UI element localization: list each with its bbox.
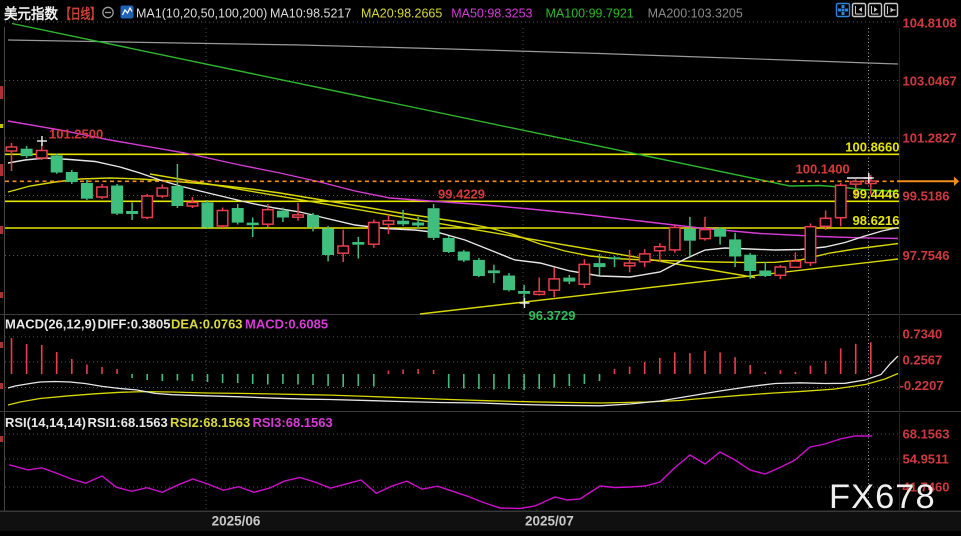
svg-text:0.2567: 0.2567	[903, 353, 943, 368]
svg-text:美元指数: 美元指数	[4, 5, 58, 23]
svg-text:41.7460: 41.7460	[903, 480, 950, 495]
svg-text:98.6216: 98.6216	[853, 213, 900, 228]
svg-text:104.8108: 104.8108	[903, 15, 957, 30]
svg-text:100.8660: 100.8660	[845, 140, 899, 155]
svg-text:RSI3:68.1563: RSI3:68.1563	[253, 415, 333, 430]
svg-text:FX678: FX678	[829, 478, 936, 516]
svg-text:DEA:0.0763: DEA:0.0763	[171, 317, 243, 332]
svg-text:54.9511: 54.9511	[903, 452, 949, 467]
svg-text:68.1563: 68.1563	[903, 427, 950, 442]
svg-text:2025/07: 2025/07	[525, 514, 574, 529]
svg-text:99.4229: 99.4229	[438, 186, 485, 201]
svg-text:MACD(26,12,9): MACD(26,12,9)	[5, 317, 96, 332]
svg-text:99.5186: 99.5186	[903, 189, 950, 204]
svg-text:2025/06: 2025/06	[212, 514, 261, 529]
svg-text:DIFF:0.3805: DIFF:0.3805	[98, 317, 171, 332]
svg-text:97.7546: 97.7546	[903, 248, 950, 263]
svg-text:0.7340: 0.7340	[903, 327, 943, 342]
svg-text:103.0467: 103.0467	[903, 74, 957, 89]
svg-text:RSI2:68.1563: RSI2:68.1563	[170, 415, 250, 430]
svg-text:MA1(10,20,50,100,200): MA1(10,20,50,100,200)	[136, 7, 267, 21]
svg-text:MACD:0.6085: MACD:0.6085	[245, 317, 328, 332]
svg-text:96.3729: 96.3729	[529, 308, 576, 323]
svg-text:RSI1:68.1563: RSI1:68.1563	[88, 415, 168, 430]
svg-text:100.1400: 100.1400	[796, 162, 850, 177]
svg-text:-0.2207: -0.2207	[900, 378, 944, 393]
svg-text:MA20:98.2665: MA20:98.2665	[361, 7, 442, 21]
svg-text:MA10:98.5217: MA10:98.5217	[270, 7, 351, 21]
svg-text:101.2827: 101.2827	[903, 131, 957, 146]
svg-text:MA50:98.3253: MA50:98.3253	[451, 7, 532, 21]
svg-text:MA200:103.3205: MA200:103.3205	[648, 7, 743, 21]
svg-text:MA100:99.7921: MA100:99.7921	[546, 7, 634, 21]
svg-text:【日线】: 【日线】	[61, 6, 100, 22]
svg-text:RSI(14,14,14): RSI(14,14,14)	[5, 415, 86, 430]
svg-text:99.4446: 99.4446	[853, 187, 900, 202]
svg-text:101.2500: 101.2500	[49, 127, 103, 142]
